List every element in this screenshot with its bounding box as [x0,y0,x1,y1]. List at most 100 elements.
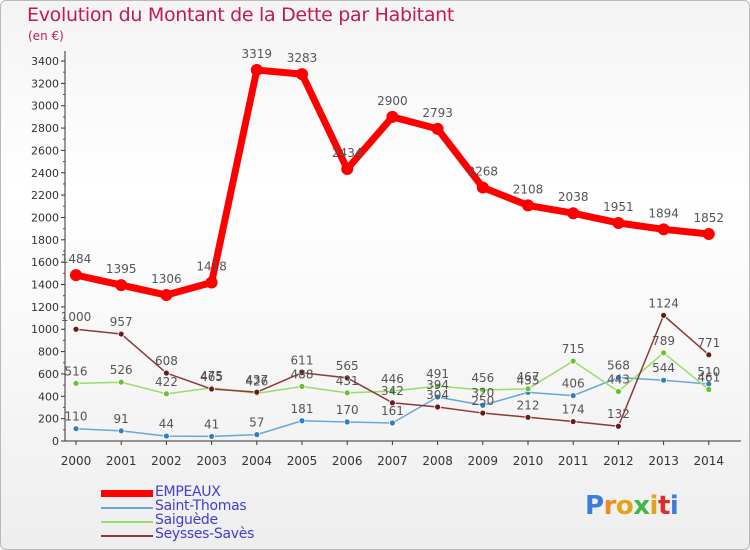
data-point [115,279,128,292]
data-label: 320 [471,386,494,400]
data-point [569,392,577,400]
y-tick-label: 3200 [31,77,59,90]
data-point [615,374,622,381]
data-point [479,401,487,409]
data-label: 41 [204,417,219,431]
data-label: 456 [471,371,494,385]
y-tick-label: 1000 [31,323,59,336]
data-point [160,289,173,302]
x-tick-label: 2007 [377,454,408,468]
data-point [434,382,442,390]
data-point [660,349,667,357]
data-point [208,385,216,393]
data-label: 957 [110,315,133,329]
y-tick-label: 2400 [31,167,59,180]
data-label: 1000 [61,310,92,324]
data-point [162,390,170,398]
data-label: 2038 [558,190,589,204]
logo-letter: t [657,491,670,521]
data-point [298,417,306,425]
data-label: 435 [517,373,540,387]
data-label: 170 [336,403,359,417]
data-label: 394 [426,378,449,392]
data-point [117,330,125,338]
y-tick-label: 200 [38,413,59,426]
data-label: 132 [607,407,630,421]
chart-unit-label: (en €) [28,29,64,43]
data-point [253,388,261,396]
data-point [657,223,670,236]
data-label: 465 [200,370,223,384]
logo-letter: i [669,491,679,521]
data-point [702,228,715,241]
x-tick-label: 2014 [694,454,725,468]
legend-swatch [101,535,153,537]
data-point [569,357,577,365]
data-label: 426 [245,374,268,388]
data-label: 422 [155,375,178,389]
data-label: 2268 [468,165,499,179]
data-label: 57 [249,416,264,430]
data-point [388,419,396,427]
x-tick-label: 2001 [106,454,137,468]
data-point [612,216,625,229]
data-point [298,369,306,377]
data-label: 174 [562,403,585,417]
data-point [388,399,396,407]
data-label: 2108 [513,182,544,196]
logo-letter: i [649,491,659,521]
data-label: 608 [155,354,178,368]
data-label: 110 [65,410,88,424]
data-point [386,110,399,123]
data-point [705,351,713,359]
x-tick-label: 2009 [468,454,499,468]
data-label: 1124 [648,296,679,310]
data-label: 212 [517,398,540,412]
data-label: 342 [381,384,404,398]
data-point [522,199,534,212]
data-point [434,403,442,411]
data-label: 431 [336,374,359,388]
data-point [253,431,261,439]
data-point [296,68,308,81]
data-label: 2793 [422,106,453,120]
data-point [205,276,218,289]
x-tick-label: 2010 [513,454,544,468]
data-label: 565 [336,359,359,373]
data-label: 1306 [151,272,182,286]
data-point [162,432,170,440]
x-tick-label: 2005 [287,454,318,468]
data-point [434,393,442,401]
y-tick-label: 0 [52,435,59,448]
y-tick-label: 400 [38,390,59,403]
y-tick-label: 1200 [31,301,59,314]
data-point [476,181,489,194]
y-tick-label: 2800 [31,122,59,135]
data-point [343,418,351,426]
legend-swatch [101,490,153,497]
data-label: 510 [697,365,720,379]
legend-swatch [101,521,153,523]
data-label: 715 [562,342,585,356]
y-tick-label: 1800 [31,234,59,247]
data-point [341,162,354,175]
data-label: 789 [652,334,675,348]
data-point [615,422,622,430]
x-tick-label: 2002 [151,454,182,468]
y-tick-label: 3000 [31,100,59,113]
data-point [208,433,216,440]
x-tick-label: 2013 [648,454,679,468]
data-label: 491 [426,367,449,381]
data-label: 475 [200,369,223,383]
data-label: 568 [607,359,630,373]
data-label: 1852 [694,211,725,225]
data-label: 2900 [377,94,408,108]
data-label: 771 [697,336,720,350]
data-label: 250 [471,394,494,408]
data-label: 3283 [287,51,318,65]
proxiti-logo: Proxiti [585,491,679,521]
data-label: 526 [110,363,133,377]
data-label: 2434 [332,146,363,160]
logo-letter: r [603,491,617,521]
